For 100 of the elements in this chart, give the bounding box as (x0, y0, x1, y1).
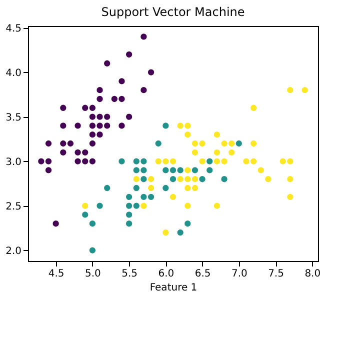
point (96, 202, 103, 209)
x-tick-label: 7.0 (231, 268, 248, 280)
point (214, 158, 220, 164)
point (199, 158, 206, 164)
point (302, 87, 308, 94)
point (184, 202, 191, 209)
point (265, 176, 272, 182)
x-tick-label: 6.0 (158, 268, 174, 280)
point (52, 220, 59, 227)
point (192, 167, 198, 174)
point (206, 167, 213, 174)
point (148, 194, 154, 200)
point (126, 202, 132, 209)
point (82, 104, 88, 111)
point (133, 176, 140, 182)
point (111, 96, 118, 102)
point (133, 167, 140, 174)
x-tick-label: 7.5 (268, 268, 284, 280)
point (96, 122, 103, 129)
point (104, 122, 110, 129)
point (250, 104, 257, 111)
point (74, 122, 81, 129)
point (89, 114, 96, 120)
point (126, 194, 132, 200)
point (192, 184, 198, 192)
point (192, 149, 198, 156)
point (118, 96, 125, 102)
point (184, 132, 191, 138)
point (60, 149, 66, 156)
point (89, 220, 96, 227)
point (140, 176, 147, 182)
point (221, 158, 228, 164)
point (214, 132, 220, 138)
point (250, 158, 257, 164)
point (89, 132, 96, 138)
y-tick-label: 2.0 (6, 246, 22, 257)
point (38, 158, 44, 164)
y-tick-label: 4.0 (6, 68, 22, 79)
point (148, 176, 154, 182)
point (177, 122, 184, 129)
point (221, 176, 228, 182)
point (133, 158, 140, 164)
point (60, 140, 66, 147)
x-tick-label: 4.5 (48, 268, 64, 280)
point (82, 158, 88, 164)
point (184, 184, 191, 192)
point (258, 167, 264, 174)
point (45, 140, 52, 147)
point (162, 167, 169, 174)
point (140, 194, 147, 200)
point (74, 158, 81, 164)
point (287, 194, 294, 200)
point (118, 158, 125, 164)
point (89, 140, 96, 147)
point (140, 87, 147, 94)
point (214, 202, 220, 209)
y-tick-label: 3.5 (6, 112, 22, 124)
point (162, 184, 169, 192)
y-tick-label: 2.5 (6, 201, 22, 212)
point (199, 140, 206, 147)
point (133, 202, 140, 209)
point (170, 167, 176, 174)
point (287, 176, 294, 182)
point (96, 87, 103, 94)
point (214, 149, 220, 156)
point (89, 247, 96, 254)
point (74, 149, 81, 156)
point (199, 176, 206, 182)
point (89, 104, 96, 111)
x-tick-label: 5.5 (122, 268, 138, 280)
point (126, 51, 132, 58)
point (228, 149, 235, 156)
point (148, 184, 154, 192)
point (60, 104, 66, 111)
point (155, 140, 162, 147)
point (155, 158, 162, 164)
y-tick-label: 3.0 (6, 156, 22, 168)
point (287, 87, 294, 94)
point (177, 229, 184, 236)
point (192, 176, 198, 182)
point (236, 140, 242, 147)
point (89, 158, 96, 164)
point (118, 122, 125, 129)
point (140, 167, 147, 174)
point (140, 34, 147, 40)
point (82, 202, 88, 209)
point (45, 158, 52, 164)
point (140, 158, 147, 164)
point (148, 69, 154, 76)
point (104, 114, 110, 120)
point (184, 167, 191, 174)
point (287, 158, 294, 164)
point (206, 158, 213, 164)
point (82, 149, 88, 156)
point (126, 212, 132, 218)
point (243, 158, 250, 164)
x-axis-title: Feature 1 (150, 282, 198, 294)
point (45, 167, 52, 174)
point (89, 122, 96, 129)
point (126, 220, 132, 227)
